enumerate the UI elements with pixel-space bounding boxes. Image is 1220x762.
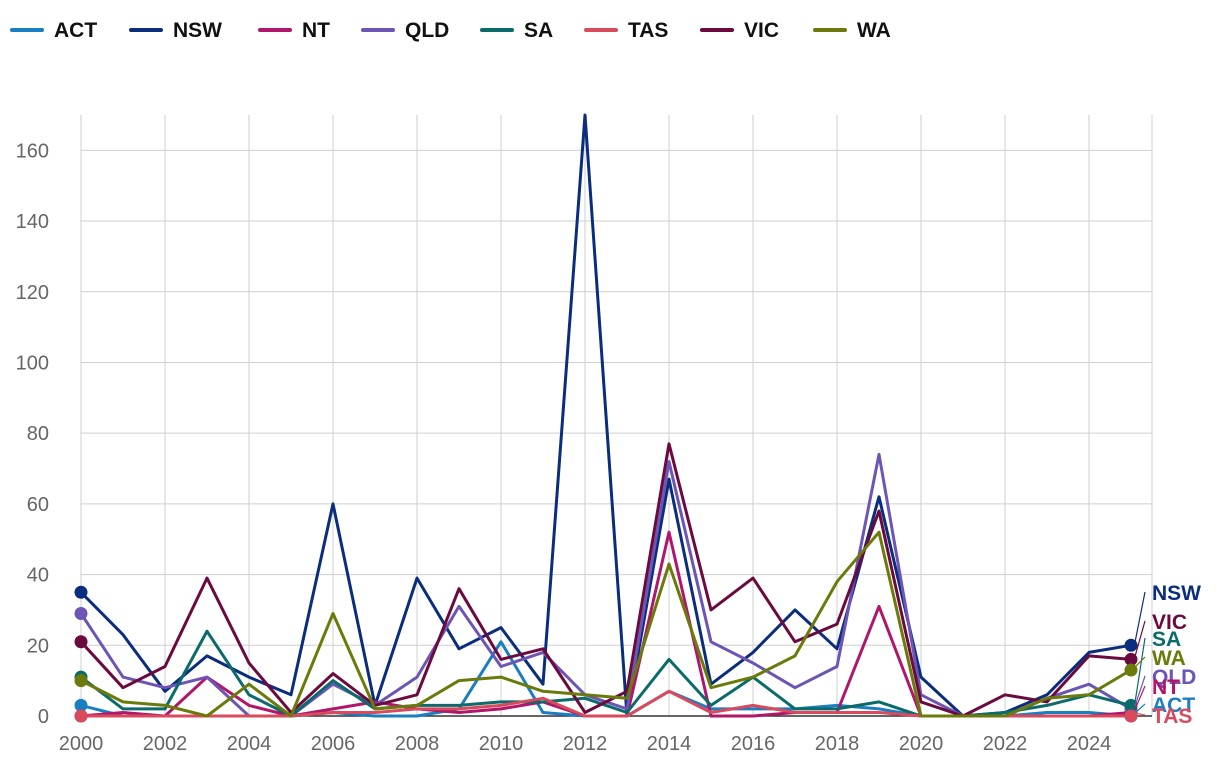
legend-label: WA <box>857 19 891 42</box>
start-point-wa <box>74 674 88 688</box>
series-line-vic <box>79 442 1132 718</box>
y-tick-label: 160 <box>16 140 49 162</box>
y-tick-label: 60 <box>27 494 49 516</box>
y-tick-label: 0 <box>38 706 49 728</box>
legend-item-vic: VIC <box>700 19 779 42</box>
end-label-tas: TAS <box>1152 705 1192 728</box>
legend: ACT NSW NT QLD SA TAS VIC WA <box>10 19 891 42</box>
y-tick-label: 120 <box>16 282 49 304</box>
end-label-leader <box>1134 703 1146 714</box>
x-tick-label: 2002 <box>143 733 188 755</box>
end-label-vic: VIC <box>1152 611 1187 634</box>
x-tick-label: 2020 <box>899 733 944 755</box>
series-line-wa <box>80 530 1132 718</box>
end-label-nsw: NSW <box>1152 582 1201 605</box>
legend-item-wa: WA <box>813 19 891 42</box>
end-label-sa: SA <box>1152 628 1181 651</box>
series-line-nsw <box>79 113 1132 718</box>
end-label-act: ACT <box>1152 694 1195 717</box>
legend-label: VIC <box>744 19 779 42</box>
x-tick-label: 2024 <box>1067 733 1112 755</box>
legend-item-tas: TAS <box>584 19 668 42</box>
end-point-vic <box>1124 652 1138 666</box>
legend-label: ACT <box>54 19 97 42</box>
y-tick-label: 20 <box>27 635 49 657</box>
end-label-leader <box>1134 656 1146 668</box>
legend-item-nt: NT <box>258 19 330 42</box>
legend-item-sa: SA <box>480 19 553 42</box>
start-point-nsw <box>74 585 88 599</box>
x-tick-label: 2006 <box>311 733 356 755</box>
end-label-leader <box>1134 591 1146 643</box>
legend-label: TAS <box>628 19 668 42</box>
start-point-act <box>74 698 88 712</box>
legend-label: NT <box>302 19 330 42</box>
legend-label: NSW <box>173 19 222 42</box>
end-point-nsw <box>1124 638 1138 652</box>
end-point-tas <box>1124 709 1138 723</box>
end-label-nt: NT <box>1152 676 1180 699</box>
end-label-leader <box>1134 712 1146 716</box>
x-tick-label: 2004 <box>227 733 272 755</box>
series-line-nt <box>80 530 1132 718</box>
x-tick-label: 2000 <box>59 733 104 755</box>
x-tick-label: 2018 <box>815 733 860 755</box>
y-tick-label: 40 <box>27 565 49 587</box>
x-tick-label: 2022 <box>983 733 1028 755</box>
end-label-leader <box>1134 675 1146 707</box>
end-label-leader <box>1134 637 1146 703</box>
start-point-vic <box>74 635 88 649</box>
end-point-sa <box>1124 698 1138 712</box>
start-point-qld <box>74 606 88 620</box>
legend-label: SA <box>524 19 553 42</box>
end-label-leader <box>1134 620 1146 657</box>
y-tick-label: 80 <box>27 423 49 445</box>
legend-item-act: ACT <box>10 19 97 42</box>
y-tick-label: 100 <box>16 352 49 374</box>
end-label-leader <box>1134 685 1146 710</box>
y-axis: 0 20 40 60 80 100 120 140 160 <box>16 140 49 728</box>
x-tick-label: 2012 <box>563 733 608 755</box>
y-tick-label: 140 <box>16 211 49 233</box>
x-axis: 2000 2002 2004 2006 2008 2010 2012 2014 2016 2018… <box>59 733 1112 755</box>
grid <box>79 115 1153 717</box>
legend-item-nsw: NSW <box>129 19 222 42</box>
legend-item-qld: QLD <box>361 19 449 42</box>
x-tick-label: 2008 <box>395 733 440 755</box>
end-label-wa: WA <box>1152 647 1186 670</box>
x-tick-label: 2016 <box>731 733 776 755</box>
series-lines <box>74 113 1138 723</box>
x-tick-label: 2014 <box>647 733 692 755</box>
end-point-wa <box>1124 663 1138 677</box>
legend-label: QLD <box>405 19 449 42</box>
end-label-qld: QLD <box>1152 666 1196 689</box>
x-tick-label: 2010 <box>479 733 524 755</box>
start-point-tas <box>74 709 88 723</box>
